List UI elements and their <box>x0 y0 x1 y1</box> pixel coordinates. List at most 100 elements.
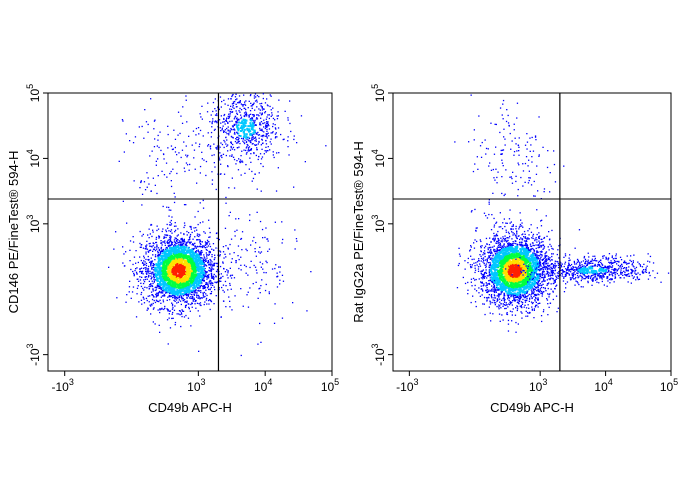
data-point <box>193 263 196 266</box>
data-point <box>257 297 259 299</box>
data-point <box>184 305 187 307</box>
data-point <box>550 274 553 276</box>
data-point <box>258 108 260 110</box>
data-point <box>141 125 143 128</box>
data-point <box>240 117 242 120</box>
data-point <box>176 302 178 304</box>
data-point <box>202 295 204 297</box>
data-point <box>195 134 197 136</box>
data-point <box>508 297 511 299</box>
data-point <box>184 248 187 251</box>
data-point <box>490 246 492 248</box>
data-point <box>179 263 182 265</box>
data-point <box>142 247 145 249</box>
data-point <box>208 263 211 265</box>
data-point <box>185 204 187 206</box>
data-point <box>162 262 165 265</box>
data-point <box>515 331 517 333</box>
data-point <box>510 243 513 246</box>
data-point <box>176 172 178 175</box>
data-point <box>264 289 267 292</box>
data-point <box>257 143 259 145</box>
data-point <box>227 104 229 106</box>
data-point <box>218 119 221 121</box>
data-point <box>233 102 235 104</box>
data-point <box>541 273 543 275</box>
data-point <box>503 292 505 294</box>
data-point <box>206 242 208 244</box>
data-point <box>209 251 211 254</box>
data-point <box>192 291 194 294</box>
data-point <box>165 234 167 236</box>
data-point <box>264 135 266 137</box>
data-point <box>508 244 510 247</box>
data-point <box>173 296 175 299</box>
data-point <box>234 230 236 233</box>
data-point <box>201 269 204 272</box>
data-point <box>147 234 149 236</box>
data-point <box>187 317 190 319</box>
data-point <box>150 257 152 259</box>
data-point <box>502 247 504 249</box>
data-point <box>175 269 178 271</box>
data-point <box>529 255 532 258</box>
data-point <box>248 114 250 117</box>
data-point <box>508 260 511 263</box>
data-point <box>161 275 164 278</box>
data-point <box>195 292 197 294</box>
data-point <box>171 280 174 283</box>
data-point <box>265 151 267 153</box>
data-point <box>200 246 202 248</box>
data-point <box>136 267 138 269</box>
data-point <box>164 256 167 259</box>
data-point <box>240 121 243 124</box>
data-point <box>512 257 515 260</box>
data-point <box>227 98 230 100</box>
data-point <box>186 230 188 233</box>
data-point <box>240 161 242 163</box>
data-point <box>186 281 189 284</box>
data-point <box>128 291 130 293</box>
data-point <box>159 275 162 278</box>
data-point <box>536 304 538 306</box>
data-point <box>282 238 284 241</box>
data-point <box>183 226 185 229</box>
data-point <box>275 264 277 266</box>
data-point <box>181 293 184 296</box>
data-point <box>542 248 544 250</box>
data-point <box>552 298 554 301</box>
data-point <box>209 267 211 269</box>
data-point <box>223 300 225 302</box>
data-point <box>210 259 212 262</box>
data-point <box>160 288 162 290</box>
data-point <box>208 273 210 276</box>
data-point <box>167 343 169 345</box>
data-point <box>260 129 262 131</box>
data-point <box>167 264 170 267</box>
data-point <box>181 267 184 270</box>
data-point <box>173 241 176 243</box>
data-point <box>225 154 227 157</box>
data-point <box>204 287 206 289</box>
data-point <box>179 243 182 245</box>
data-point <box>261 128 263 130</box>
data-point <box>224 271 227 273</box>
data-point <box>524 250 527 253</box>
data-point <box>161 286 164 289</box>
data-point <box>186 269 189 272</box>
data-point <box>201 241 203 243</box>
data-point <box>140 285 143 288</box>
data-point <box>179 267 182 270</box>
data-point <box>183 250 186 253</box>
data-point <box>181 248 184 251</box>
data-point <box>175 237 177 240</box>
data-point <box>152 289 154 291</box>
data-point <box>197 297 199 299</box>
data-point <box>245 153 248 155</box>
data-point <box>167 242 169 245</box>
data-point <box>278 99 280 101</box>
data-point <box>200 297 202 299</box>
data-point <box>213 143 215 145</box>
y-tick-label: -103 <box>25 343 42 365</box>
data-point <box>251 134 254 136</box>
